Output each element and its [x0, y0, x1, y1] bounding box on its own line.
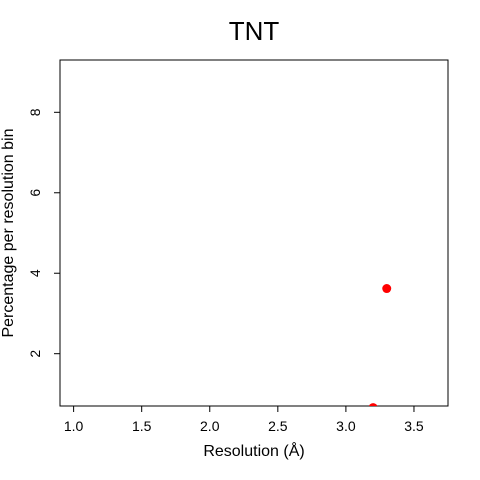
- y-tick-label: 4: [27, 269, 43, 277]
- x-tick-label: 3.0: [336, 418, 356, 434]
- y-tick-label: 6: [27, 189, 43, 197]
- x-axis: 1.0 1.5 2.0 2.5 3.0 3.5: [64, 406, 424, 434]
- points-layer: [368, 284, 392, 406]
- chart-title: TNT: [229, 16, 280, 46]
- y-axis: 2 4 6 8: [27, 108, 60, 358]
- data-point: [382, 284, 392, 294]
- y-tick-label: 8: [27, 108, 43, 116]
- plot-frame: [59, 59, 449, 407]
- y-axis-label: Percentage per resolution bin: [0, 128, 17, 337]
- x-tick-label: 2.0: [200, 418, 220, 434]
- x-axis-label: Resolution (Å): [203, 441, 304, 460]
- x-tick-label: 1.0: [64, 418, 84, 434]
- x-tick-label: 2.5: [268, 418, 288, 434]
- data-point: [368, 403, 378, 406]
- x-tick-label: 1.5: [132, 418, 152, 434]
- x-tick-label: 3.5: [404, 418, 424, 434]
- y-tick-label: 2: [27, 350, 43, 358]
